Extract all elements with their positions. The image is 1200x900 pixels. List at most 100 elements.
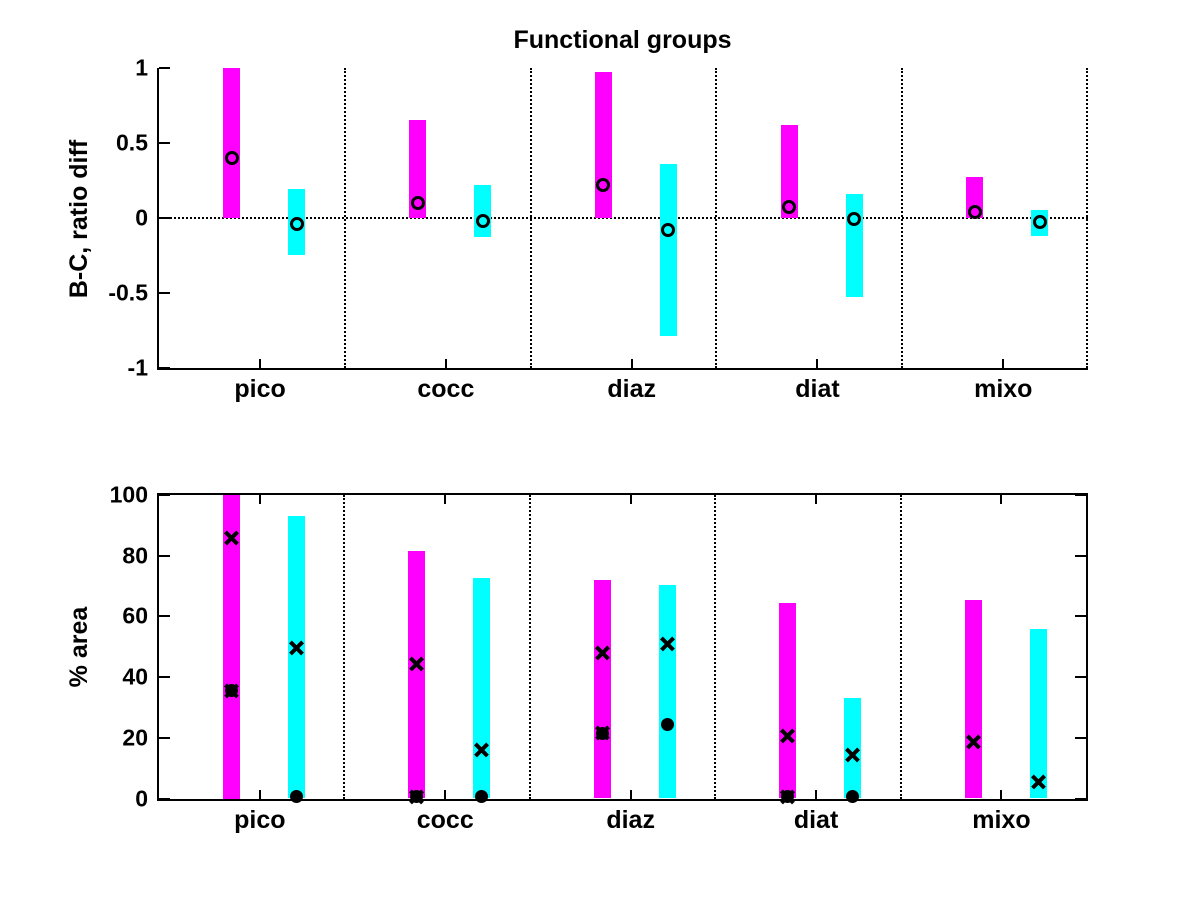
dot-marker-cyan-diat (846, 790, 860, 804)
circle-marker-magenta-diaz (596, 177, 611, 192)
bar-cyan-mixo (1029, 628, 1047, 799)
y-axis-tick (159, 216, 170, 219)
x-category-label-pico: pico (234, 375, 286, 403)
x-category-label-diat: diat (793, 805, 839, 834)
y-axis-tick (159, 291, 170, 294)
circle-marker-cyan-diaz (661, 222, 676, 237)
x-axis-tick (816, 359, 819, 368)
x-category-label-cocc: cocc (417, 375, 475, 403)
bar-magenta-mixo (964, 599, 982, 799)
x-marker-magenta-mixo (965, 734, 981, 750)
y-tick-label: -1 (127, 354, 148, 381)
x-marker-magenta-diat (780, 728, 796, 744)
x-marker-cyan-diaz (659, 636, 675, 652)
x-axis-tick-top (815, 495, 818, 504)
x-axis-tick (815, 789, 818, 799)
bottom-plot-y-axis-label: % area (65, 606, 93, 688)
x-marker-cyan-mixo (1030, 774, 1046, 790)
circle-marker-magenta-diat (782, 200, 797, 215)
x-axis-tick-top (444, 495, 447, 504)
bar-magenta-diaz (594, 72, 612, 218)
x-axis-tick-top (258, 495, 261, 504)
x-category-label-mixo: mixo (972, 805, 1031, 834)
y-axis-tick (159, 367, 170, 369)
y-axis-tick-right (1075, 676, 1086, 679)
x-category-label-pico: pico (234, 805, 286, 834)
top-plot-y-axis-label: B-C, ratio diff (65, 139, 93, 299)
bar-magenta-diat (779, 602, 797, 799)
bar-cyan-cocc (473, 578, 491, 799)
x-axis-tick-top (629, 495, 632, 504)
dot-marker-cyan-cocc (475, 790, 489, 804)
zero-reference-line (159, 216, 1088, 219)
circle-marker-magenta-pico (224, 150, 239, 165)
y-tick-label: 100 (109, 481, 148, 508)
bar-magenta-cocc (408, 551, 426, 799)
x-marker-cyan-diat (845, 747, 861, 762)
x-axis-tick (1000, 789, 1003, 799)
x-axis-tick (629, 789, 632, 799)
bar-magenta-diat (780, 124, 798, 218)
y-tick-label: 20 (122, 724, 148, 751)
bar-cyan-pico (288, 516, 306, 799)
category-separator-line (714, 495, 717, 799)
x-category-label-cocc: cocc (416, 805, 474, 834)
circle-marker-magenta-cocc (410, 195, 425, 210)
y-axis-tick-right (1075, 554, 1086, 557)
x-category-label-diaz: diaz (606, 805, 655, 834)
circle-marker-cyan-cocc (475, 213, 490, 228)
bar-magenta-diaz (593, 579, 611, 799)
x-axis-tick (444, 789, 447, 799)
y-axis-tick (159, 736, 170, 739)
x-axis-tick (1002, 359, 1005, 368)
bottom-plot-area: 100 80 60 40 20 0 pico cocc diaz diat mixo (110, 483, 1088, 832)
x-marker-magenta-pico (224, 530, 239, 545)
y-axis-tick (159, 676, 170, 679)
bar-magenta-cocc (409, 120, 427, 218)
y-axis-tick-right (1075, 615, 1086, 618)
y-axis-tick (159, 141, 170, 144)
y-tick-label: 1 (135, 54, 148, 80)
x-axis-tick (259, 359, 262, 368)
bar-cyan-diaz (659, 163, 677, 337)
x-marker-cyan-pico (289, 640, 304, 656)
y-axis-tick (159, 554, 170, 557)
circle-marker-cyan-diat (847, 212, 862, 227)
bar-cyan-diat (845, 193, 863, 298)
category-separator-line (899, 495, 902, 799)
x-marker-magenta-diaz (594, 645, 610, 661)
x-marker-magenta-cocc (409, 656, 425, 671)
y-tick-label: -0.5 (108, 279, 148, 306)
circle-marker-cyan-pico (289, 216, 304, 231)
dot-marker-magenta-cocc (410, 790, 424, 804)
y-axis-tick (159, 797, 170, 800)
y-tick-label: 40 (122, 663, 148, 690)
dot-marker-cyan-pico (290, 790, 304, 804)
chart-title: Functional groups (513, 26, 732, 54)
x-category-label-diaz: diaz (607, 375, 656, 403)
category-separator-line (343, 495, 346, 799)
bar-cyan-diat (844, 698, 862, 799)
y-axis-tick-right (1075, 797, 1086, 800)
y-axis-tick (159, 494, 170, 496)
bar-magenta-pico (223, 495, 241, 799)
dot-marker-magenta-diaz (595, 726, 609, 740)
y-axis-tick-right (1075, 494, 1086, 496)
x-axis-tick-top (1000, 495, 1003, 504)
x-axis-tick (444, 359, 447, 368)
circle-marker-cyan-mixo (1032, 215, 1047, 230)
dot-marker-magenta-pico (225, 684, 239, 698)
x-category-label-mixo: mixo (974, 375, 1033, 403)
y-tick-label: 80 (122, 542, 148, 569)
bar-magenta-pico (223, 67, 241, 218)
y-axis-tick (159, 66, 170, 69)
x-marker-cyan-cocc (474, 742, 490, 758)
y-tick-label: 0 (135, 785, 148, 811)
x-axis-tick (630, 359, 633, 368)
x-axis-tick (258, 789, 261, 799)
dot-marker-magenta-diat (781, 790, 795, 804)
x-category-label-diat: diat (795, 375, 840, 403)
bar-cyan-cocc (474, 184, 492, 238)
y-tick-label: 0 (135, 204, 148, 231)
